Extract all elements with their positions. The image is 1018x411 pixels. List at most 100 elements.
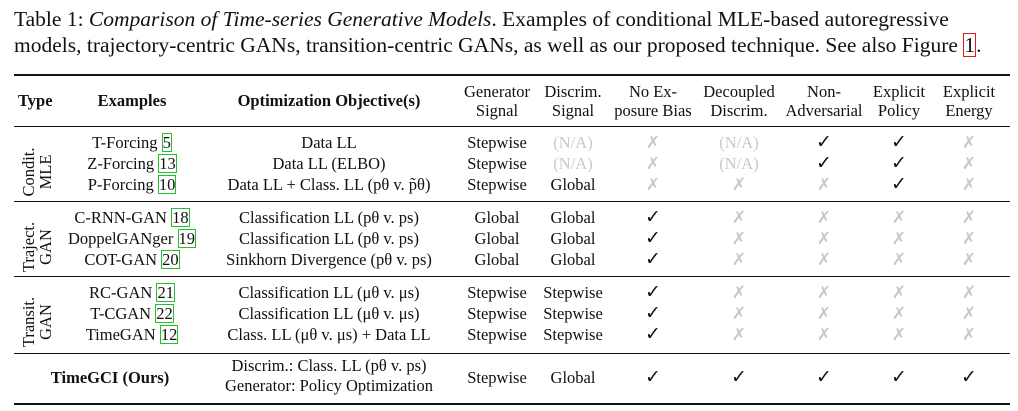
citation-link[interactable]: 12 [159,325,179,344]
row-check-icon: ✓ [645,323,661,345]
group-label-line: MLE [36,154,55,190]
row-cross-icon: ✗ [816,208,832,228]
generator-signal: Stepwise [467,175,527,194]
citation-link[interactable]: 18 [171,208,190,227]
header-discrim-signal-line2: Signal [551,101,595,120]
header-decoupled-line1: Decoupled [703,82,775,101]
ours-generator-signal: Stepwise [467,368,527,387]
row-check-icon: ✓ [891,173,907,195]
row-cross-icon: ✗ [731,250,747,270]
row-cross-icon: ✗ [961,133,977,153]
header-no-exposure-line1: No Ex- [628,82,678,101]
ours-check-icon: ✓ [961,366,977,388]
citation-link[interactable]: 19 [177,229,196,248]
figure-ref-link[interactable]: 1 [963,33,977,57]
example-label: C-RNN-GAN [74,208,172,227]
header-non-adversarial: Non- Adversarial [782,82,866,120]
caption-text-2: models, trajectory-centric GANs, transit… [14,33,964,57]
example-label: T-Forcing [92,133,162,152]
row-cross-icon: ✗ [816,175,832,195]
caption-prefix: Table 1: [14,7,89,31]
ours-check-icon: ✓ [891,366,907,388]
generator-signal: Global [474,208,520,227]
row-cross-icon: ✗ [891,325,907,345]
objective-text: Data LL (ELBO) [272,154,386,173]
row-check-icon: ✓ [645,227,661,249]
header-explicit-energy-line2: Energy [945,101,993,120]
discrim-signal: Stepwise [543,325,603,344]
row-cross-icon: ✗ [816,283,832,303]
row-cross-icon: ✗ [731,283,747,303]
group-rule-1 [14,201,1010,202]
header-examples: Examples [97,91,167,110]
ours-discrim-signal: Global [550,368,596,387]
table-caption: Table 1: Comparison of Time-series Gener… [14,6,1010,58]
header-discrim-signal: Discrim. Signal [538,82,608,120]
discrim-signal: Global [550,208,596,227]
header-type: Type [18,91,53,110]
row-check-icon: ✓ [645,206,661,228]
header-explicit-policy-line1: Explicit [872,82,926,101]
objective-text: Data LL [301,133,357,152]
example-name: DoppelGANger 19 [62,229,202,249]
group-label: Traject. GAN [19,214,55,280]
row-check-icon: ✓ [645,248,661,270]
row-cross-icon: ✗ [816,229,832,249]
header-decoupled-line2: Discrim. [710,101,768,120]
row-cross-icon: ✗ [645,175,661,195]
row-cross-icon: ✗ [961,250,977,270]
row-cross-icon: ✗ [816,304,832,324]
group-rule-3 [14,353,1010,354]
objective-text: Classification LL (pθ v. ps) [239,229,419,248]
citation-link[interactable]: 22 [155,304,174,323]
example-name: T-CGAN 22 [62,304,202,324]
objective-text: Sinkhorn Divergence (pθ v. ps) [226,250,432,269]
row-check-icon: ✓ [816,152,832,174]
example-label: Z-Forcing [87,154,159,173]
generator-signal: Global [474,229,520,248]
row-cross-icon: ✗ [891,283,907,303]
generator-signal: Stepwise [467,283,527,302]
top-rule [14,74,1010,76]
caption-text-1: . Examples of conditional MLE-based auto… [491,7,949,31]
discrim-signal: (N/A) [553,133,593,152]
ours-check-icon: ✓ [731,366,747,388]
discrim-signal: Stepwise [543,304,603,323]
citation-link[interactable]: 10 [157,175,177,194]
row-cross-icon: ✗ [731,208,747,228]
row-check-icon: ✓ [891,131,907,153]
citation-link[interactable]: 5 [161,133,172,152]
ours-name: TimeGCI (Ours) [50,368,170,387]
ours-objective-line2: Generator: Policy Optimization [224,376,434,395]
row-check-icon: ✓ [645,302,661,324]
generator-signal: Stepwise [467,325,527,344]
group-label-line: Transit. [19,296,38,348]
example-name: Z-Forcing 13 [62,154,202,174]
discrim-signal: (N/A) [553,154,593,173]
row-cross-icon: ✗ [961,175,977,195]
caption-end: . [976,33,982,57]
header-explicit-energy-line1: Explicit [942,82,996,101]
citation-link[interactable]: 13 [158,154,177,173]
citation-link[interactable]: 20 [161,250,180,269]
example-label: T-CGAN [90,304,156,323]
row-check-icon: ✓ [645,281,661,303]
header-generator-signal: Generator Signal [456,82,538,120]
group-label-line: GAN [36,229,55,265]
citation-link[interactable]: 21 [156,283,175,302]
discrim-signal: Global [550,175,596,194]
example-name: T-Forcing 5 [62,133,202,153]
header-no-exposure-line2: posure Bias [614,101,692,120]
example-name: TimeGAN 12 [62,325,202,345]
objective-text: Data LL + Class. LL (pθ v. p̃θ) [227,175,431,194]
discrim-signal: Global [550,250,596,269]
header-discrim-signal-line1: Discrim. [544,82,602,101]
example-label: DoppelGANger [67,229,178,248]
example-label: COT-GAN [84,250,162,269]
example-name: RC-GAN 21 [62,283,202,303]
example-label: P-Forcing [87,175,158,194]
group-rule-2 [14,276,1010,277]
row-cross-icon: ✗ [961,304,977,324]
row-cross-icon: ✗ [816,325,832,345]
group-label-line: GAN [36,304,55,340]
